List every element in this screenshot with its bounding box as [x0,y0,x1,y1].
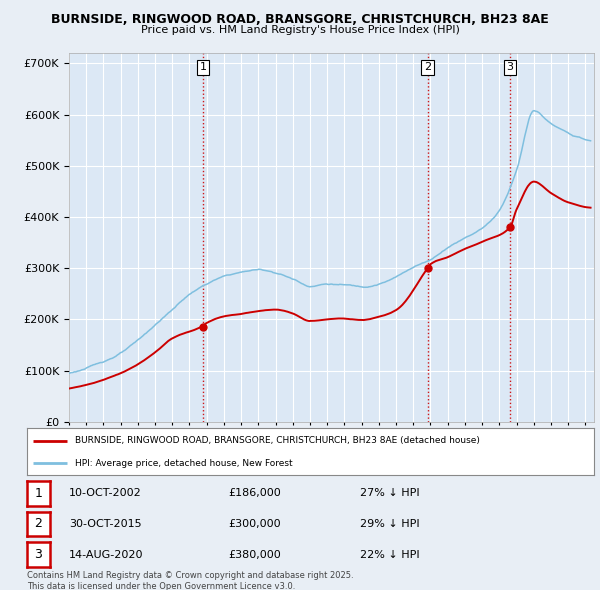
Text: 10-OCT-2002: 10-OCT-2002 [69,489,142,498]
Text: £186,000: £186,000 [228,489,281,498]
Text: 29% ↓ HPI: 29% ↓ HPI [360,519,419,529]
Text: Price paid vs. HM Land Registry's House Price Index (HPI): Price paid vs. HM Land Registry's House … [140,25,460,35]
Text: 14-AUG-2020: 14-AUG-2020 [69,550,143,559]
Text: £300,000: £300,000 [228,519,281,529]
Text: Contains HM Land Registry data © Crown copyright and database right 2025.
This d: Contains HM Land Registry data © Crown c… [27,571,353,590]
Text: 3: 3 [34,548,43,561]
Text: 22% ↓ HPI: 22% ↓ HPI [360,550,419,559]
Text: 1: 1 [34,487,43,500]
Text: £380,000: £380,000 [228,550,281,559]
Text: 3: 3 [506,63,514,73]
Text: HPI: Average price, detached house, New Forest: HPI: Average price, detached house, New … [75,458,293,468]
Text: 30-OCT-2015: 30-OCT-2015 [69,519,142,529]
Text: 2: 2 [424,63,431,73]
Text: 2: 2 [34,517,43,530]
Text: BURNSIDE, RINGWOOD ROAD, BRANSGORE, CHRISTCHURCH, BH23 8AE: BURNSIDE, RINGWOOD ROAD, BRANSGORE, CHRI… [51,13,549,26]
Text: 1: 1 [199,63,206,73]
Text: 27% ↓ HPI: 27% ↓ HPI [360,489,419,498]
Text: BURNSIDE, RINGWOOD ROAD, BRANSGORE, CHRISTCHURCH, BH23 8AE (detached house): BURNSIDE, RINGWOOD ROAD, BRANSGORE, CHRI… [75,437,480,445]
